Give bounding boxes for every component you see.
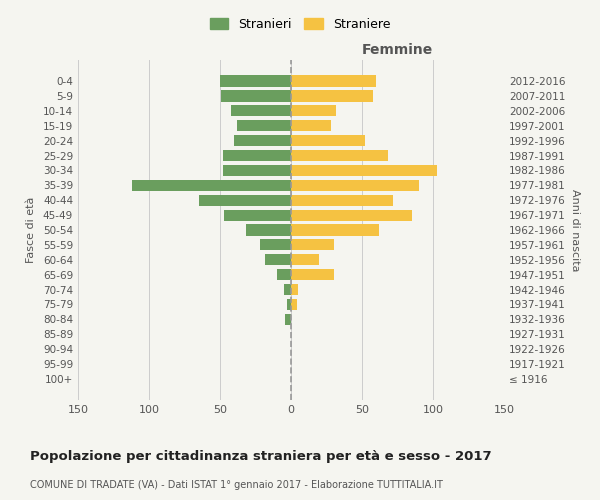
Bar: [223, 165, 291, 176]
Legend: Stranieri, Straniere: Stranieri, Straniere: [203, 11, 397, 37]
Bar: [224, 210, 291, 220]
Bar: [291, 90, 373, 102]
Bar: [291, 210, 412, 220]
Bar: [260, 240, 291, 250]
Bar: [245, 224, 291, 235]
Bar: [291, 135, 365, 146]
Bar: [291, 194, 393, 206]
Y-axis label: Anni di nascita: Anni di nascita: [569, 188, 580, 271]
Bar: [291, 240, 334, 250]
Bar: [291, 180, 419, 191]
Bar: [277, 269, 291, 280]
Text: COMUNE DI TRADATE (VA) - Dati ISTAT 1° gennaio 2017 - Elaborazione TUTTITALIA.IT: COMUNE DI TRADATE (VA) - Dati ISTAT 1° g…: [30, 480, 443, 490]
Bar: [234, 135, 291, 146]
Bar: [291, 150, 388, 161]
Bar: [291, 224, 379, 235]
Bar: [291, 76, 376, 86]
Bar: [237, 120, 291, 132]
Bar: [291, 299, 296, 310]
Bar: [284, 284, 291, 295]
Bar: [220, 76, 291, 86]
Text: Popolazione per cittadinanza straniera per età e sesso - 2017: Popolazione per cittadinanza straniera p…: [30, 450, 491, 463]
Bar: [232, 105, 291, 117]
Bar: [291, 254, 319, 266]
Bar: [223, 150, 291, 161]
Bar: [265, 254, 291, 266]
Bar: [132, 180, 291, 191]
Bar: [291, 165, 437, 176]
Bar: [199, 194, 291, 206]
Bar: [291, 105, 337, 117]
Bar: [291, 120, 331, 132]
Bar: [291, 284, 298, 295]
Bar: [291, 269, 334, 280]
Bar: [286, 314, 291, 325]
Bar: [221, 90, 291, 102]
Y-axis label: Fasce di età: Fasce di età: [26, 197, 36, 263]
Bar: [287, 299, 291, 310]
Text: Femmine: Femmine: [362, 42, 433, 56]
